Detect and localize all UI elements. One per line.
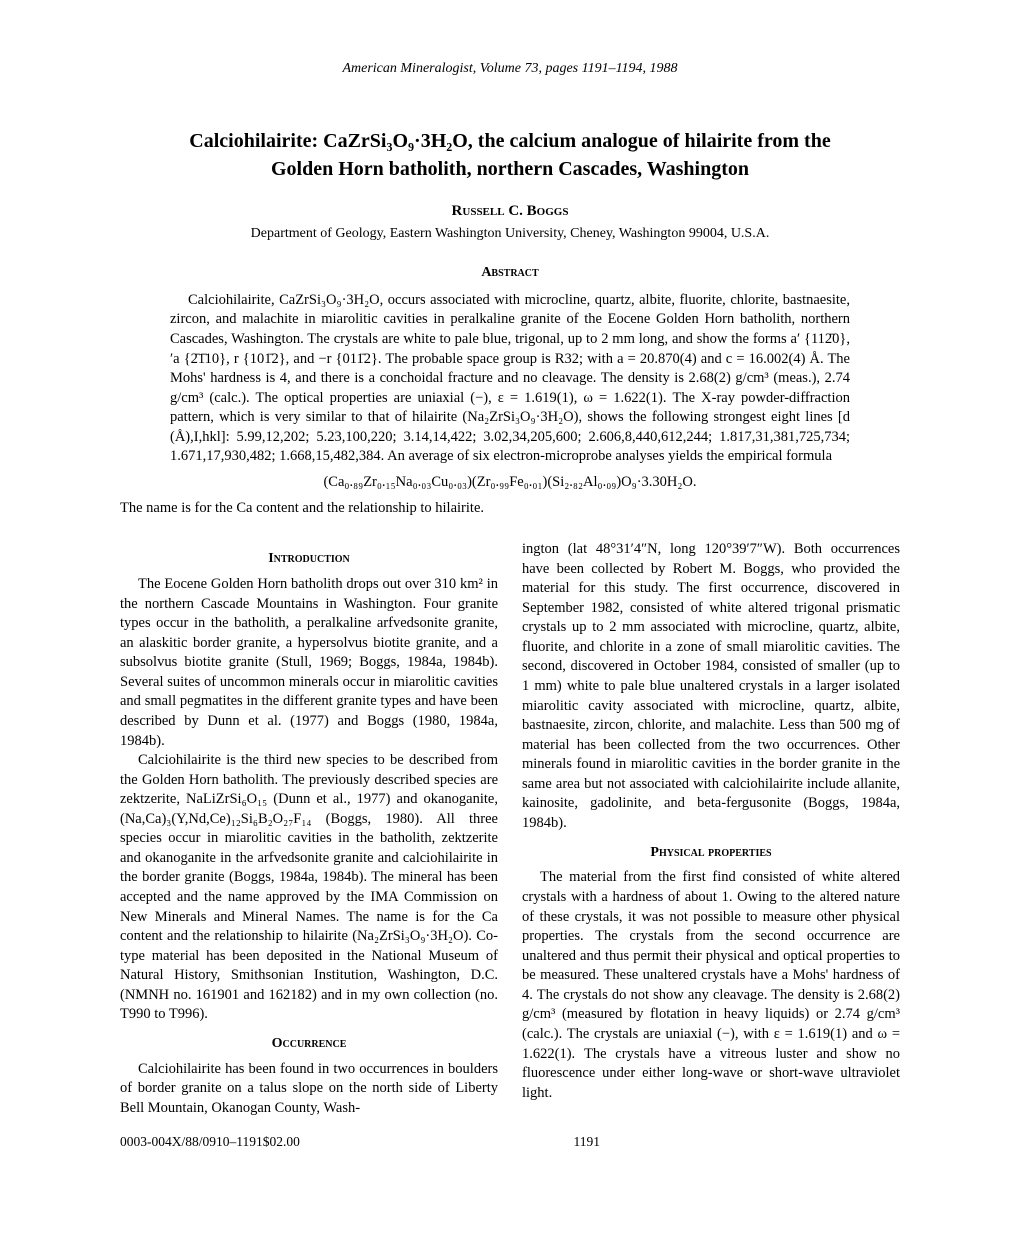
introduction-heading: Introduction — [120, 550, 498, 569]
abstract-closing: The name is for the Ca content and the r… — [120, 499, 900, 519]
abstract-body: Calciohilairite, CaZrSi₃O₉·3H₂O, occurs … — [170, 291, 850, 467]
abstract-formula: (Ca₀.₈₉Zr₀.₁₅Na₀.₀₃Cu₀.₀₃)(Zr₀.₉₉Fe₀.₀₁)… — [120, 473, 900, 493]
body-columns: Introduction The Eocene Golden Horn bath… — [120, 540, 900, 1118]
left-column: Introduction The Eocene Golden Horn bath… — [120, 540, 498, 1118]
introduction-p2: Calciohilairite is the third new species… — [120, 751, 498, 1025]
page-footer: 0003-004X/88/0910–1191$02.00 1191 — [120, 1133, 900, 1151]
occurrence-p2: ington (lat 48°31′4″N, long 120°39′7″W).… — [522, 540, 900, 833]
occurrence-heading: Occurrence — [120, 1035, 498, 1054]
author-name: Russell C. Boggs — [120, 201, 900, 221]
author-affiliation: Department of Geology, Eastern Washingto… — [120, 225, 900, 244]
right-column: ington (lat 48°31′4″N, long 120°39′7″W).… — [522, 540, 900, 1118]
footer-page-number: 1191 — [574, 1133, 601, 1151]
journal-header: American Mineralogist, Volume 73, pages … — [120, 60, 900, 79]
article-title: Calciohilairite: CaZrSi₃O₉·3H₂O, the cal… — [120, 127, 900, 183]
occurrence-p1: Calciohilairite has been found in two oc… — [120, 1060, 498, 1119]
title-line-2: Golden Horn batholith, northern Cascades… — [271, 158, 749, 180]
title-line-1: Calciohilairite: CaZrSi₃O₉·3H₂O, the cal… — [189, 130, 830, 152]
physical-properties-heading: Physical properties — [522, 844, 900, 863]
physical-properties-p1: The material from the first find consist… — [522, 868, 900, 1103]
introduction-p1: The Eocene Golden Horn batholith drops o… — [120, 575, 498, 751]
abstract-paragraph: Calciohilairite, CaZrSi₃O₉·3H₂O, occurs … — [170, 291, 850, 467]
abstract-heading: Abstract — [120, 264, 900, 283]
footer-issn: 0003-004X/88/0910–1191$02.00 — [120, 1133, 300, 1151]
